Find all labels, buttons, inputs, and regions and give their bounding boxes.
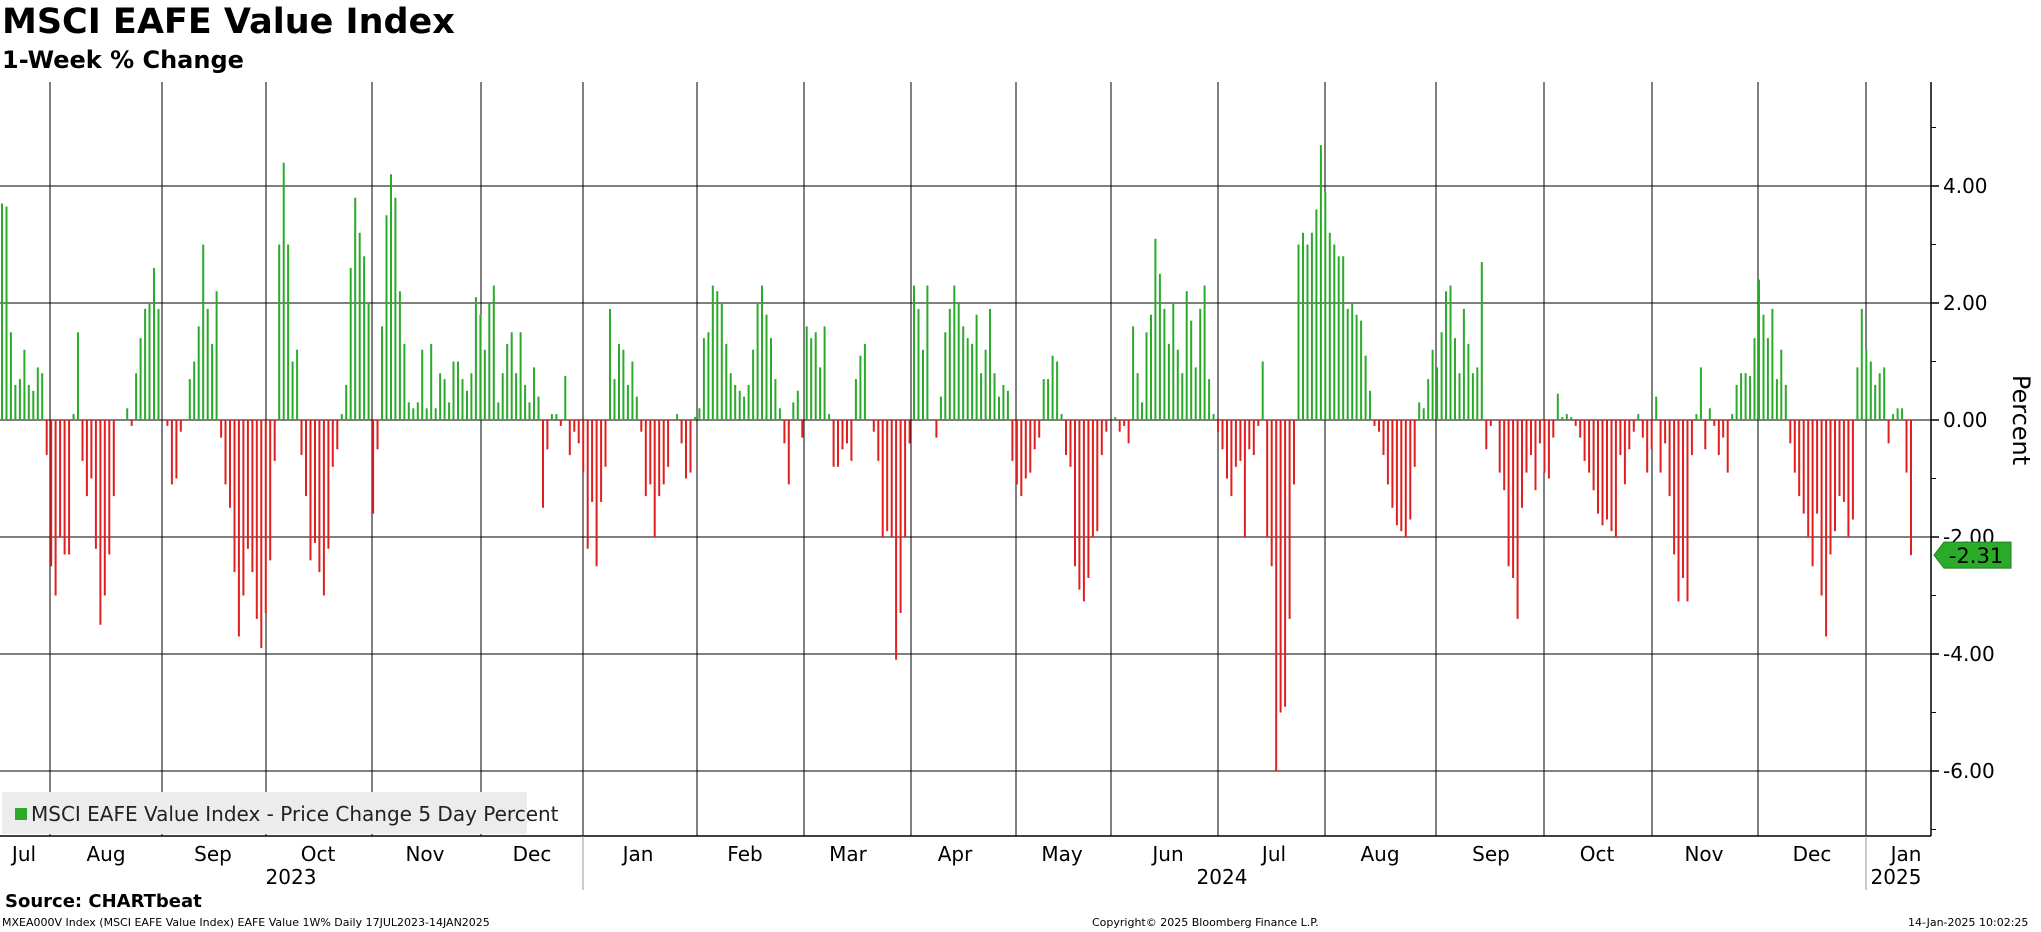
x-tick-label-month: Nov <box>405 842 444 866</box>
x-tick-label-month: Oct <box>301 842 336 866</box>
footer-copyright: Copyright© 2025 Bloomberg Finance L.P. <box>1092 916 1319 929</box>
x-tick-label-month: Nov <box>1684 842 1723 866</box>
legend: MSCI EAFE Value Index - Price Change 5 D… <box>2 792 527 834</box>
y-tick-label: 4.00 <box>1943 174 1988 198</box>
x-tick-label-month: Apr <box>938 842 973 866</box>
x-tick-label-month: Feb <box>727 842 762 866</box>
x-tick-label-year: 2023 <box>266 865 317 889</box>
axis-labels: 4.002.000.00-2.00-4.00-6.00Percent-2.31J… <box>10 174 2035 889</box>
x-tick-label-month: Sep <box>1472 842 1510 866</box>
footer-timestamp: 14-Jan-2025 10:02:25 <box>1908 916 2028 929</box>
x-tick-label-month: Jul <box>1260 842 1286 866</box>
legend-swatch <box>15 808 27 820</box>
footer-ticker: MXEA000V Index (MSCI EAFE Value Index) E… <box>2 916 490 929</box>
gridlines <box>0 82 1931 836</box>
x-tick-label-month: Mar <box>829 842 868 866</box>
source-note: Source: CHARTbeat <box>5 891 202 912</box>
x-tick-label-year: 2024 <box>1197 865 1248 889</box>
x-tick-label-month: Jan <box>1889 842 1922 866</box>
x-tick-label-month: Oct <box>1580 842 1615 866</box>
y-axis-title: Percent <box>2007 375 2035 465</box>
y-tick-label: -4.00 <box>1943 642 1995 666</box>
x-tick-label-month: Dec <box>1793 842 1832 866</box>
x-tick-label-month: Jun <box>1150 842 1183 866</box>
x-tick-label-month: Aug <box>1360 842 1399 866</box>
x-tick-label-month: May <box>1041 842 1083 866</box>
bar-series <box>2 145 1911 771</box>
x-tick-label-month: Sep <box>194 842 232 866</box>
y-tick-label: 2.00 <box>1943 291 1988 315</box>
x-tick-label-month: Dec <box>513 842 552 866</box>
last-value-label: -2.31 <box>1949 544 2003 568</box>
legend-label: MSCI EAFE Value Index - Price Change 5 D… <box>31 802 559 826</box>
x-tick-label-year: 2025 <box>1871 865 1922 889</box>
x-tick-label-month: Jul <box>10 842 36 866</box>
x-tick-label-month: Jan <box>621 842 654 866</box>
axes <box>0 82 1939 890</box>
y-tick-label: 0.00 <box>1943 408 1988 432</box>
x-tick-label-month: Aug <box>86 842 125 866</box>
y-tick-label: -6.00 <box>1943 759 1995 783</box>
